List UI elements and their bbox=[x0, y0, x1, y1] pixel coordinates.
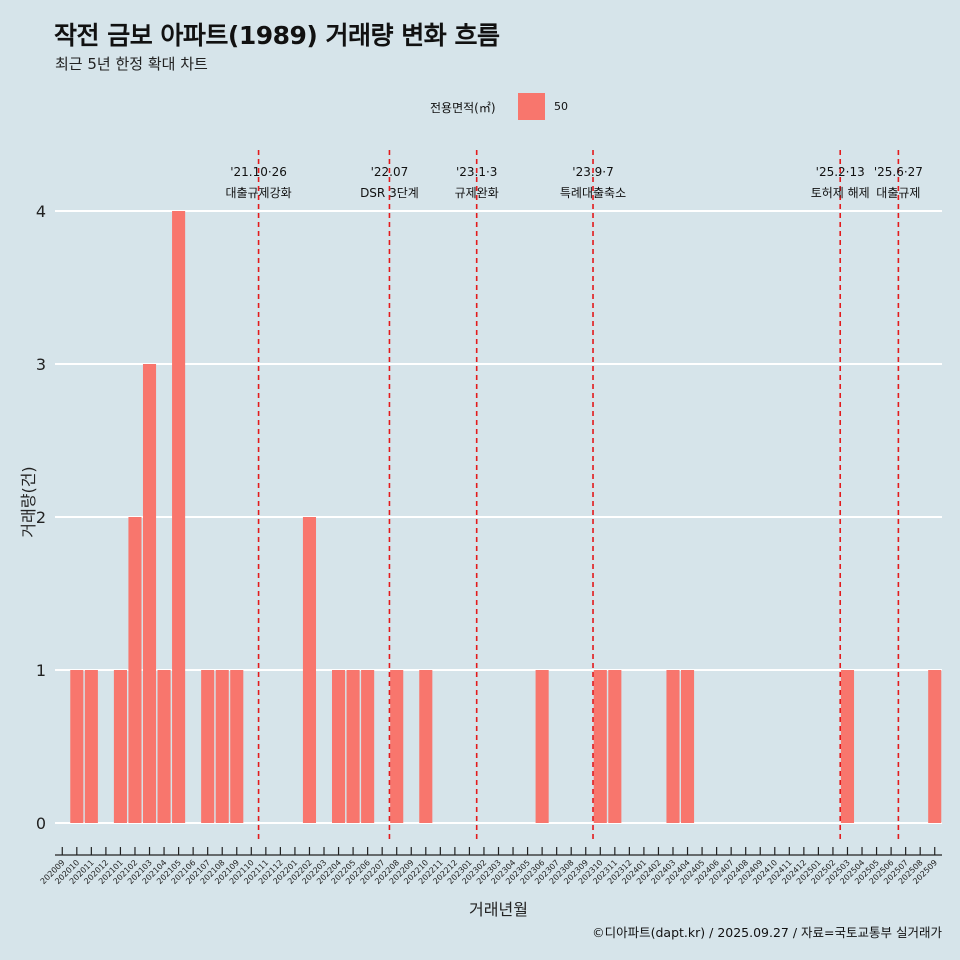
event-date: '21.10·26 bbox=[230, 165, 287, 179]
bar bbox=[142, 364, 157, 823]
event-date: '23.9·7 bbox=[572, 165, 613, 179]
bar bbox=[157, 670, 171, 823]
legend-label: 50 bbox=[554, 100, 568, 113]
bar bbox=[172, 211, 186, 823]
bar bbox=[419, 670, 433, 823]
bar bbox=[535, 670, 549, 823]
bar bbox=[332, 670, 346, 823]
bar bbox=[361, 670, 375, 823]
event-label: 특례대출축소 bbox=[560, 186, 626, 200]
event-label: 대출규제 bbox=[876, 186, 920, 200]
chart-title: 작전 금보 아파트(1989) 거래량 변화 흐름 bbox=[54, 21, 500, 50]
y-tick-label: 0 bbox=[36, 814, 46, 833]
bar bbox=[680, 670, 695, 823]
bar bbox=[70, 670, 84, 823]
y-tick-label: 1 bbox=[36, 661, 46, 680]
bar bbox=[128, 517, 142, 823]
y-tick-label: 3 bbox=[36, 355, 46, 374]
bar bbox=[390, 670, 404, 823]
x-axis-title: 거래년월 bbox=[469, 900, 528, 919]
y-tick-label: 2 bbox=[36, 508, 46, 527]
bar bbox=[84, 670, 98, 823]
bar bbox=[215, 670, 229, 823]
legend-title: 전용면적(㎡) bbox=[430, 101, 496, 115]
event-date: '25.6·27 bbox=[874, 165, 923, 179]
legend: 전용면적(㎡) 50 bbox=[0, 93, 960, 121]
event-label: 대출규제강화 bbox=[225, 186, 291, 200]
bar bbox=[230, 670, 244, 823]
event-label: DSR 3단계 bbox=[360, 186, 419, 200]
bar bbox=[666, 670, 680, 823]
chart-subtitle: 최근 5년 한정 확대 차트 bbox=[55, 55, 208, 73]
event-date: '25.2·13 bbox=[816, 165, 865, 179]
event-date: '23.1·3 bbox=[456, 165, 497, 179]
source-caption: ©디아파트(dapt.kr) / 2025.09.27 / 자료=국토교통부 실… bbox=[592, 925, 942, 940]
bar bbox=[302, 517, 317, 823]
bar bbox=[201, 670, 215, 823]
event-label: 토허제 해제 bbox=[811, 186, 870, 200]
bar bbox=[593, 670, 607, 823]
bar bbox=[113, 670, 127, 823]
y-tick-label: 4 bbox=[36, 202, 46, 221]
y-axis-title: 거래량(건) bbox=[19, 466, 38, 537]
event-date: '22.07 bbox=[371, 165, 409, 179]
bar bbox=[346, 670, 360, 823]
bar bbox=[608, 670, 622, 823]
legend-swatch bbox=[518, 93, 545, 120]
bar bbox=[928, 670, 942, 823]
bar bbox=[840, 670, 855, 823]
event-label: 규제완화 bbox=[455, 186, 499, 200]
